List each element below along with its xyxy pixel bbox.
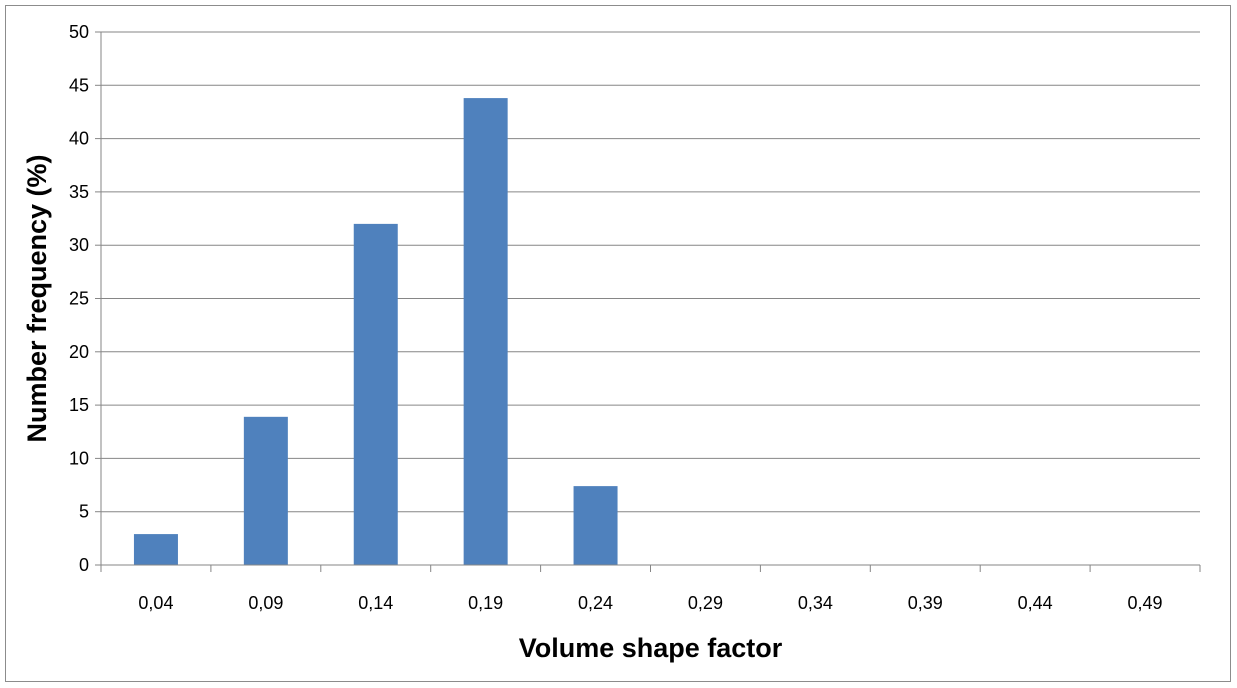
y-tick-label: 5 [79,502,89,522]
bar [133,534,178,565]
axes [100,32,1200,566]
x-tick-label: 0,24 [578,593,613,613]
y-axis-title: Number frequency (%) [22,154,52,442]
x-tick-label: 0,29 [688,593,723,613]
x-tick-label: 0,09 [248,593,283,613]
bar [243,416,288,565]
x-tick-label: 0,14 [358,593,393,613]
y-tick-label: 15 [69,395,89,415]
x-axis-title: Volume shape factor [519,633,783,663]
bar [353,223,398,565]
y-tick-labels: 0 5 10 15 20 25 30 35 40 45 50 [69,22,89,575]
bars [133,98,618,565]
y-tick-label: 25 [69,289,89,309]
x-tick-labels: 0,04 0,09 0,14 0,19 0,24 0,29 0,34 0,39 0,44 0,49 [138,593,1162,613]
x-tick-label: 0,39 [908,593,943,613]
y-tick-label: 30 [69,235,89,255]
y-tick-label: 40 [69,129,89,149]
x-tick-label: 0,34 [798,593,833,613]
y-tick-label: 50 [69,22,89,42]
y-tick-label: 35 [69,182,89,202]
x-tick-label: 0,04 [138,593,173,613]
x-tick-label: 0,19 [468,593,503,613]
y-tick-label: 20 [69,342,89,362]
y-tick-label: 0 [79,555,89,575]
y-tick-label: 10 [69,448,89,468]
x-tick-label: 0,44 [1018,593,1053,613]
chart-frame [5,5,1231,682]
bar [463,98,508,565]
bar [573,486,618,565]
x-tick-label: 0,49 [1128,593,1163,613]
y-tick-label: 45 [69,75,89,95]
